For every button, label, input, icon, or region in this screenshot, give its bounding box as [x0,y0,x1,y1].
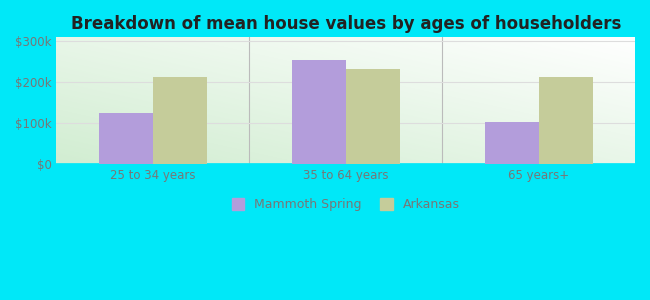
Bar [346,69,400,164]
Bar [485,122,539,164]
Title: Breakdown of mean house values by ages of householders: Breakdown of mean house values by ages o… [71,15,621,33]
Bar [153,77,207,164]
Bar [292,60,346,164]
Legend: Mammoth Spring, Arkansas: Mammoth Spring, Arkansas [231,198,460,211]
Bar [539,77,593,164]
Bar [99,113,153,164]
